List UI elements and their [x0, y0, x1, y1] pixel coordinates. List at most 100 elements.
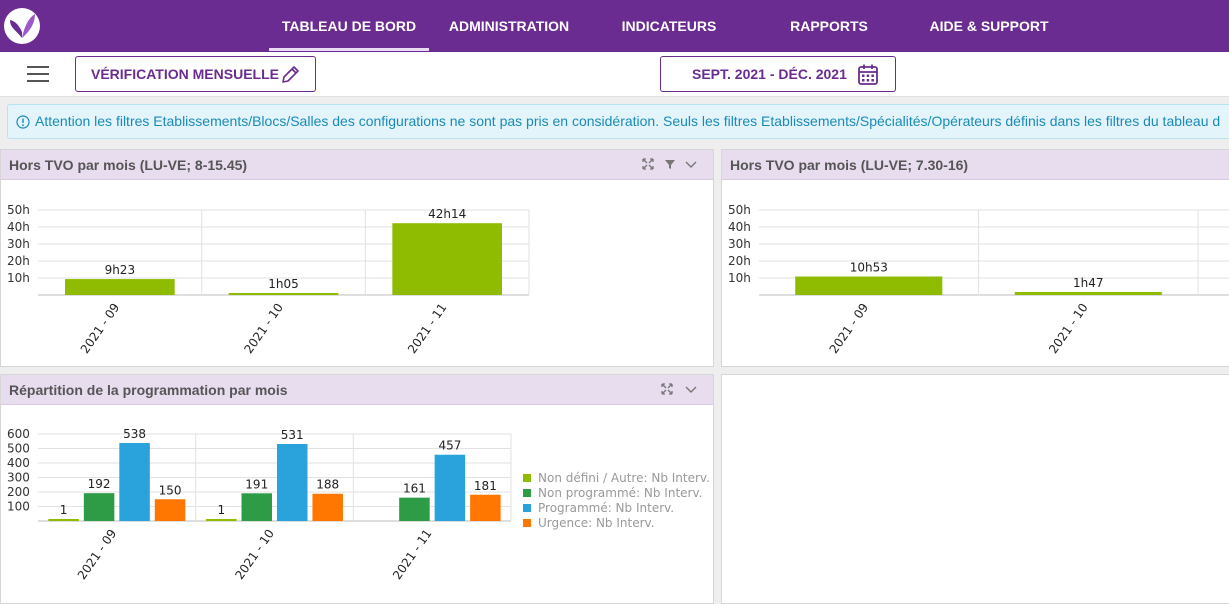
bar	[392, 223, 502, 295]
x-tick-label: 2021 - 11	[390, 527, 435, 582]
nav-tab-administration[interactable]: ADMINISTRATION	[429, 0, 589, 52]
chart-hors-tvo-1: 10h 20h 30h 40h 50h 9h23 2021 - 09 1h05 2021 - 1…	[7, 203, 530, 356]
panel-header: Répartition de la programmation par mois	[1, 375, 713, 405]
nav-tab-label: ADMINISTRATION	[448, 18, 570, 34]
date-range-button[interactable]: SEPT. 2021 - DÉC. 2021	[660, 56, 896, 92]
data-label: 1	[217, 503, 225, 517]
data-label: 9h23	[105, 263, 136, 277]
bar	[399, 497, 430, 521]
data-label: 188	[316, 478, 339, 492]
nav-tab-label: TABLEAU DE BORD	[281, 18, 417, 34]
legend-label: Non défini / Autre: Nb Interv.	[538, 471, 710, 485]
pencil-icon	[282, 66, 299, 83]
y-tick-label: 50h	[728, 203, 751, 217]
x-tick-label: 2021 - 09	[75, 527, 120, 582]
chevron-down-icon[interactable]	[684, 382, 698, 396]
data-label: 42h14	[428, 207, 466, 221]
data-label: 191	[245, 477, 268, 491]
nav-tab-label: AIDE & SUPPORT	[929, 18, 1049, 34]
y-tick-label: 500	[7, 442, 30, 456]
data-label: 150	[159, 483, 182, 497]
data-label: 538	[123, 427, 146, 441]
bar	[206, 519, 237, 521]
y-tick-label: 300	[7, 471, 30, 485]
info-icon	[16, 115, 30, 129]
nav-tab-aide-support[interactable]: AIDE & SUPPORT	[909, 0, 1069, 52]
x-tick-label: 2021 - 09	[78, 301, 123, 356]
bar	[470, 494, 501, 521]
data-label: 531	[281, 428, 304, 442]
y-tick-label: 40h	[7, 220, 30, 234]
data-label: 457	[438, 439, 461, 453]
bar	[65, 279, 175, 295]
expand-icon[interactable]	[641, 157, 655, 171]
nav-tab-tableau-de-bord[interactable]: TABLEAU DE BORD	[269, 0, 429, 52]
top-nav-bar: TABLEAU DE BORD ADMINISTRATION INDICATEU…	[0, 0, 1229, 52]
y-tick-label: 40h	[728, 220, 751, 234]
bar	[276, 444, 308, 521]
nav-tab-rapports[interactable]: RAPPORTS	[749, 0, 909, 52]
bar	[119, 442, 150, 521]
legend-swatch	[523, 489, 531, 497]
panel-title: Répartition de la programmation par mois	[9, 382, 288, 398]
panel-header: Hors TVO par mois (LU-VE; 8-15.45)	[1, 150, 713, 180]
bar	[154, 499, 186, 521]
y-tick-label: 20h	[7, 254, 30, 268]
legend-swatch	[523, 504, 531, 512]
monthly-verification-button[interactable]: VÉRIFICATION MENSUELLE	[75, 56, 316, 92]
data-label: 192	[88, 477, 111, 491]
bar	[1014, 291, 1162, 295]
panel-title: Hors TVO par mois (LU-VE; 7.30-16)	[730, 157, 969, 173]
calendar-icon	[858, 64, 878, 85]
legend-swatch	[523, 474, 531, 482]
butterfly-logo-icon	[10, 14, 35, 38]
y-tick-label: 50h	[7, 203, 30, 217]
bar	[228, 293, 339, 295]
y-tick-label: 10h	[728, 271, 751, 285]
panel-hors-tvo-8-1545: Hors TVO par mois (LU-VE; 8-15.45) 10h 20…	[0, 149, 714, 367]
data-label: 181	[474, 479, 497, 493]
bar	[48, 519, 79, 521]
x-tick-label: 2021 - 11	[405, 301, 450, 356]
y-tick-label: 600	[7, 427, 30, 441]
nav-tab-indicateurs[interactable]: INDICATEURS	[589, 0, 749, 52]
menu-icon[interactable]	[27, 65, 51, 85]
panel-title: Hors TVO par mois (LU-VE; 8-15.45)	[9, 157, 248, 173]
bar	[795, 276, 943, 295]
panel-empty	[721, 374, 1229, 604]
x-tick-label: 2021 - 10	[241, 301, 286, 356]
bar	[434, 454, 466, 521]
data-label: 10h53	[850, 261, 888, 275]
nav-tab-label: INDICATEURS	[621, 18, 717, 34]
y-tick-label: 100	[7, 500, 30, 514]
data-label: 161	[403, 482, 426, 496]
legend-label: Urgence: Nb Interv.	[538, 516, 655, 530]
x-tick-label: 2021 - 10	[1046, 301, 1091, 356]
x-tick-label: 2021 - 10	[232, 527, 277, 582]
chart-hors-tvo-2: 10h 20h 30h 40h 50h 10h53 2021 - 09 1h47 2021 - …	[728, 203, 1229, 356]
monthly-verification-label: VÉRIFICATION MENSUELLE	[91, 66, 279, 82]
toolbar: VÉRIFICATION MENSUELLE SEPT. 2021 - DÉC.…	[0, 52, 1229, 97]
expand-icon[interactable]	[660, 382, 674, 396]
nav-tab-label: RAPPORTS	[790, 18, 868, 34]
panel-header: Hors TVO par mois (LU-VE; 7.30-16)	[722, 150, 1229, 180]
y-tick-label: 20h	[728, 254, 751, 268]
y-tick-label: 200	[7, 485, 30, 499]
filter-icon[interactable]	[663, 157, 677, 171]
date-range-label: SEPT. 2021 - DÉC. 2021	[692, 66, 847, 82]
bar	[83, 493, 115, 521]
bar	[241, 493, 273, 521]
x-tick-label: 2021 - 09	[827, 301, 872, 356]
active-tab-indicator	[269, 48, 429, 51]
y-tick-label: 10h	[7, 271, 30, 285]
y-tick-label: 400	[7, 456, 30, 470]
data-label: 1h47	[1073, 276, 1104, 290]
bar	[312, 493, 343, 521]
chevron-down-icon[interactable]	[684, 157, 698, 171]
panel-hors-tvo-730-16: Hors TVO par mois (LU-VE; 7.30-16) 10h 20…	[721, 149, 1229, 367]
panel-repartition-programmation: Répartition de la programmation par mois…	[0, 374, 714, 604]
app-logo[interactable]	[4, 8, 40, 44]
data-label: 1h05	[268, 277, 299, 291]
alert-text: Attention les filtres Etablissements/Blo…	[35, 113, 1221, 129]
